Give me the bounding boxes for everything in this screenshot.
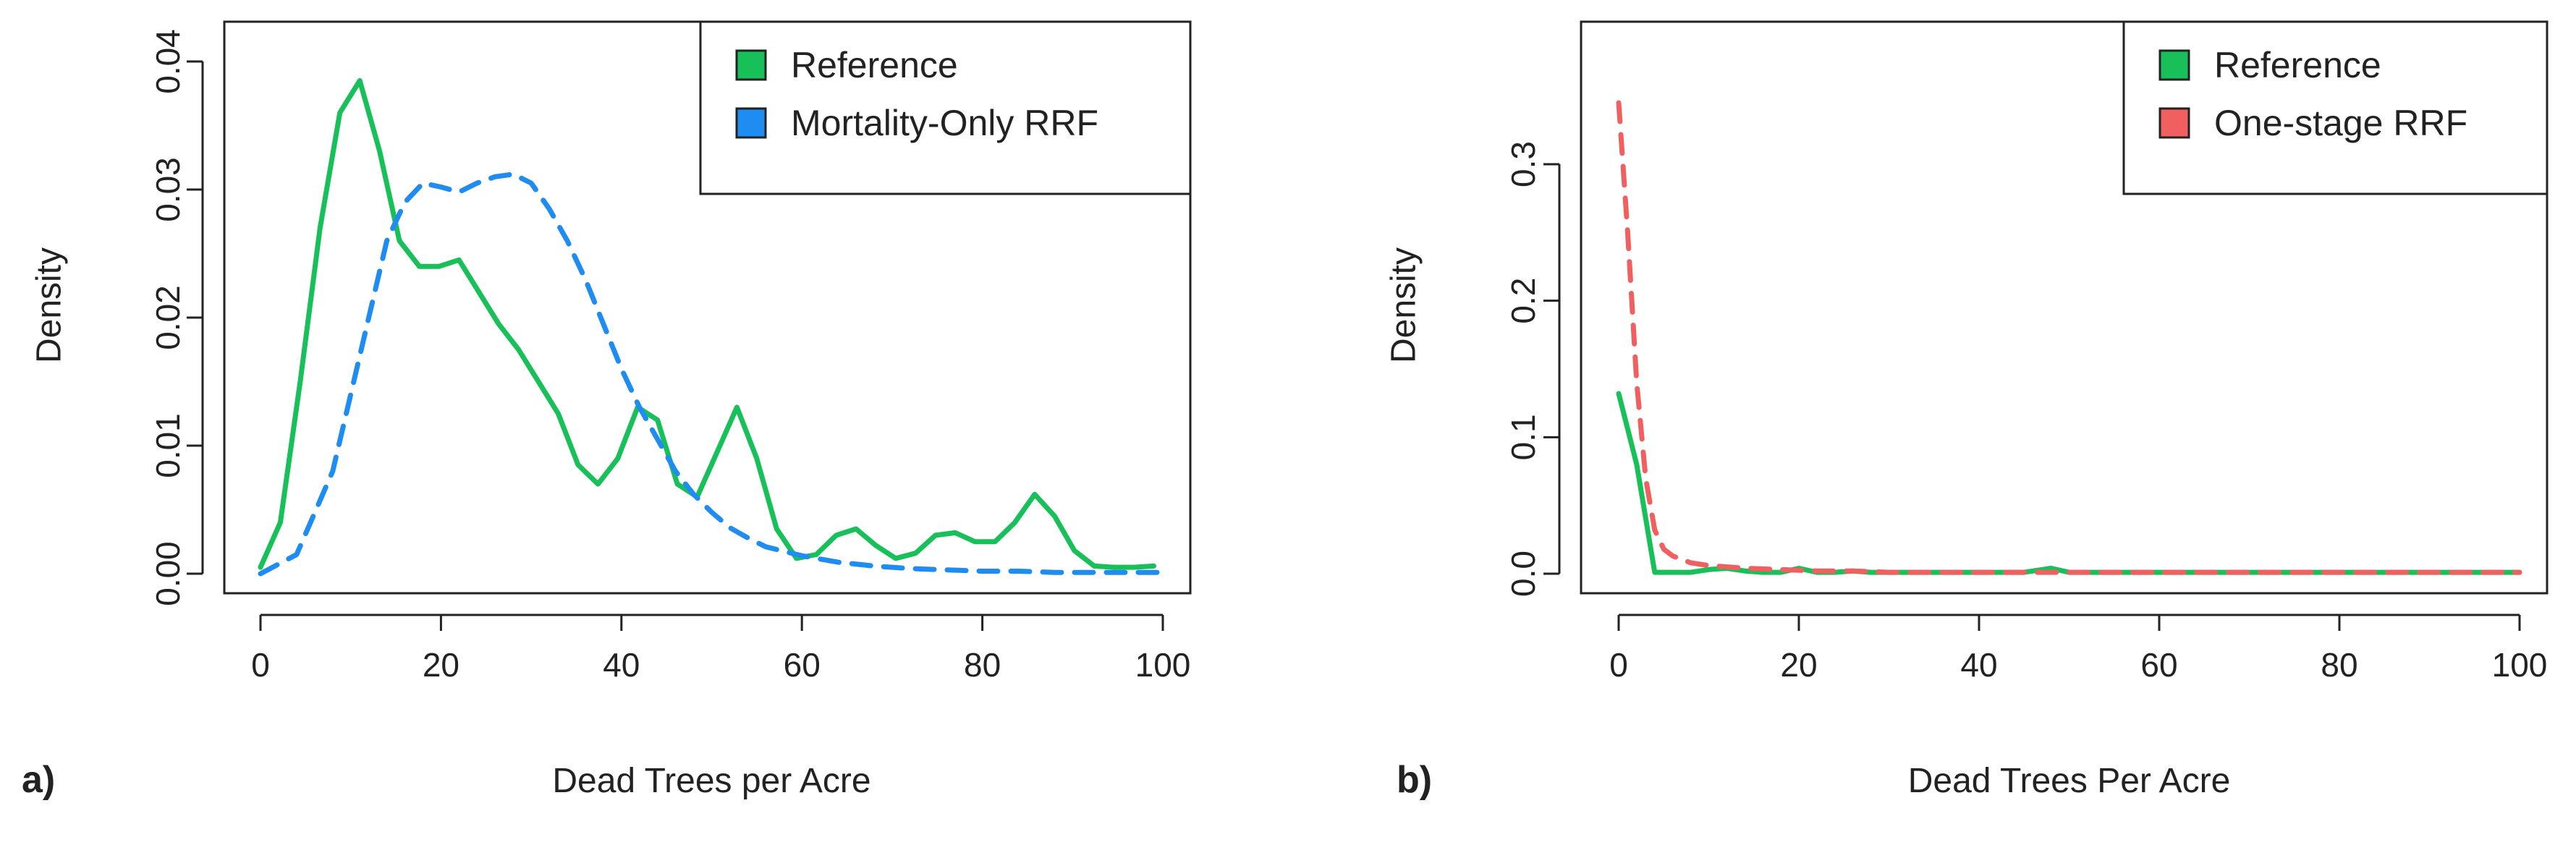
y-tick-label: 0.03	[149, 157, 187, 222]
x-tick-label: 0	[1609, 646, 1628, 684]
y-tick-label: 0.02	[149, 285, 187, 350]
y-tick-label: 0.1	[1504, 414, 1542, 460]
x-tick-label: 40	[1960, 646, 1997, 684]
panel-label: a)	[22, 759, 55, 801]
y-tick-label: 0.01	[149, 413, 187, 478]
legend-swatch	[2158, 49, 2190, 81]
x-tick-label: 20	[423, 646, 459, 684]
x-tick-label: 80	[964, 646, 1001, 684]
series-line-one-stage-rrf	[1616, 100, 2522, 575]
y-tick-label: 0.3	[1504, 141, 1542, 187]
panel-b: 0 20 40 60 80 100 0.0 0.1 0.2 0.3 Dead Trees Per A…	[1385, 20, 2549, 801]
x-tick-label: 0	[251, 646, 270, 684]
x-axis-label: Dead Trees Per Acre	[1908, 762, 2231, 800]
legend-swatch	[2158, 107, 2190, 139]
y-tick-label: 0.04	[149, 29, 187, 94]
legend-swatch	[735, 107, 767, 139]
series-line-reference	[1616, 391, 2522, 575]
x-tick-label: 60	[784, 646, 821, 684]
panel-label: b)	[1397, 759, 1432, 801]
panel-a: 0 20 40 60 80 100 0.00 0.01 0.02 0.03 0.04 Dead Tre…	[22, 20, 1192, 801]
legend: Reference One-stage RRF	[2122, 20, 2549, 195]
legend: Reference Mortality-Only RRF	[699, 20, 1192, 195]
x-tick-label: 80	[2321, 646, 2357, 684]
x-axis-label: Dead Trees per Acre	[552, 762, 870, 800]
y-axis-label: Density	[30, 247, 69, 363]
legend-box	[2122, 20, 2549, 195]
legend-entry: Reference	[791, 45, 958, 85]
y-tick-label: 0.0	[1504, 551, 1542, 597]
x-tick-label: 20	[1780, 646, 1817, 684]
legend-swatch	[735, 49, 767, 81]
x-tick-label: 100	[2492, 646, 2548, 684]
legend-box	[699, 20, 1192, 195]
x-tick-label: 100	[1135, 646, 1191, 684]
legend-entry: Reference	[2214, 45, 2381, 85]
y-tick-label: 0.00	[149, 541, 187, 606]
legend-entry: One-stage RRF	[2214, 103, 2467, 143]
series-line-reference	[258, 78, 1156, 570]
series-line-mortality-only-rrf	[258, 171, 1166, 577]
y-tick-label: 0.2	[1504, 278, 1542, 324]
x-tick-label: 60	[2140, 646, 2177, 684]
legend-entry: Mortality-Only RRF	[791, 103, 1098, 143]
x-tick-label: 40	[603, 646, 640, 684]
plot-frame	[1580, 20, 2549, 595]
y-axis-label: Density	[1385, 247, 1423, 363]
